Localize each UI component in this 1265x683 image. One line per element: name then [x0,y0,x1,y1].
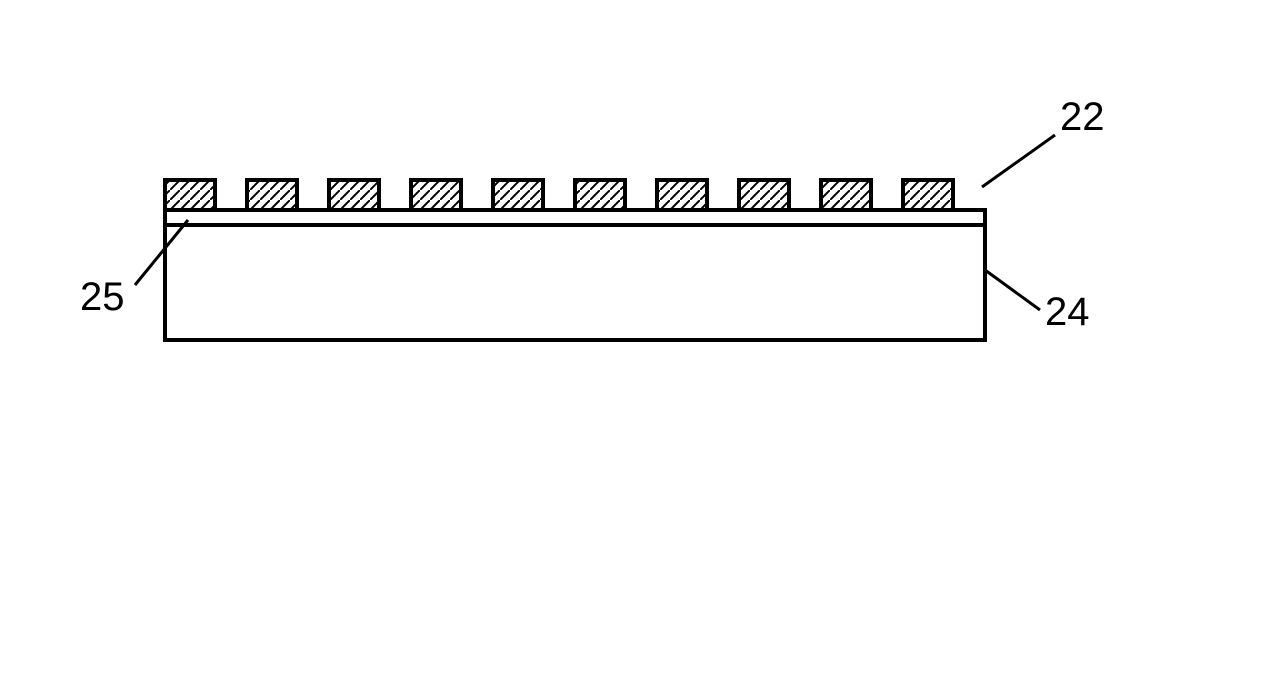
label-25: 25 [80,275,125,319]
leader-lines [135,135,1055,310]
pattern-block [739,180,789,210]
thin-layer [165,210,985,225]
pattern-block [657,180,707,210]
label-22: 22 [1060,95,1105,139]
leader-line-22 [982,135,1055,187]
diagram-canvas: 22 24 25 [0,0,1265,683]
pattern-block [493,180,543,210]
pattern-block [821,180,871,210]
pattern-block [903,180,953,210]
pattern-block [329,180,379,210]
reference-labels: 22 24 25 [80,95,1105,334]
pattern-block [575,180,625,210]
layers [165,210,985,340]
pattern-block [165,180,215,210]
leader-line-25 [135,220,188,285]
leader-line-24 [985,270,1040,310]
pattern-block [411,180,461,210]
label-24: 24 [1045,290,1090,334]
patterned-layer [165,180,953,210]
pattern-block [247,180,297,210]
substrate-layer [165,225,985,340]
